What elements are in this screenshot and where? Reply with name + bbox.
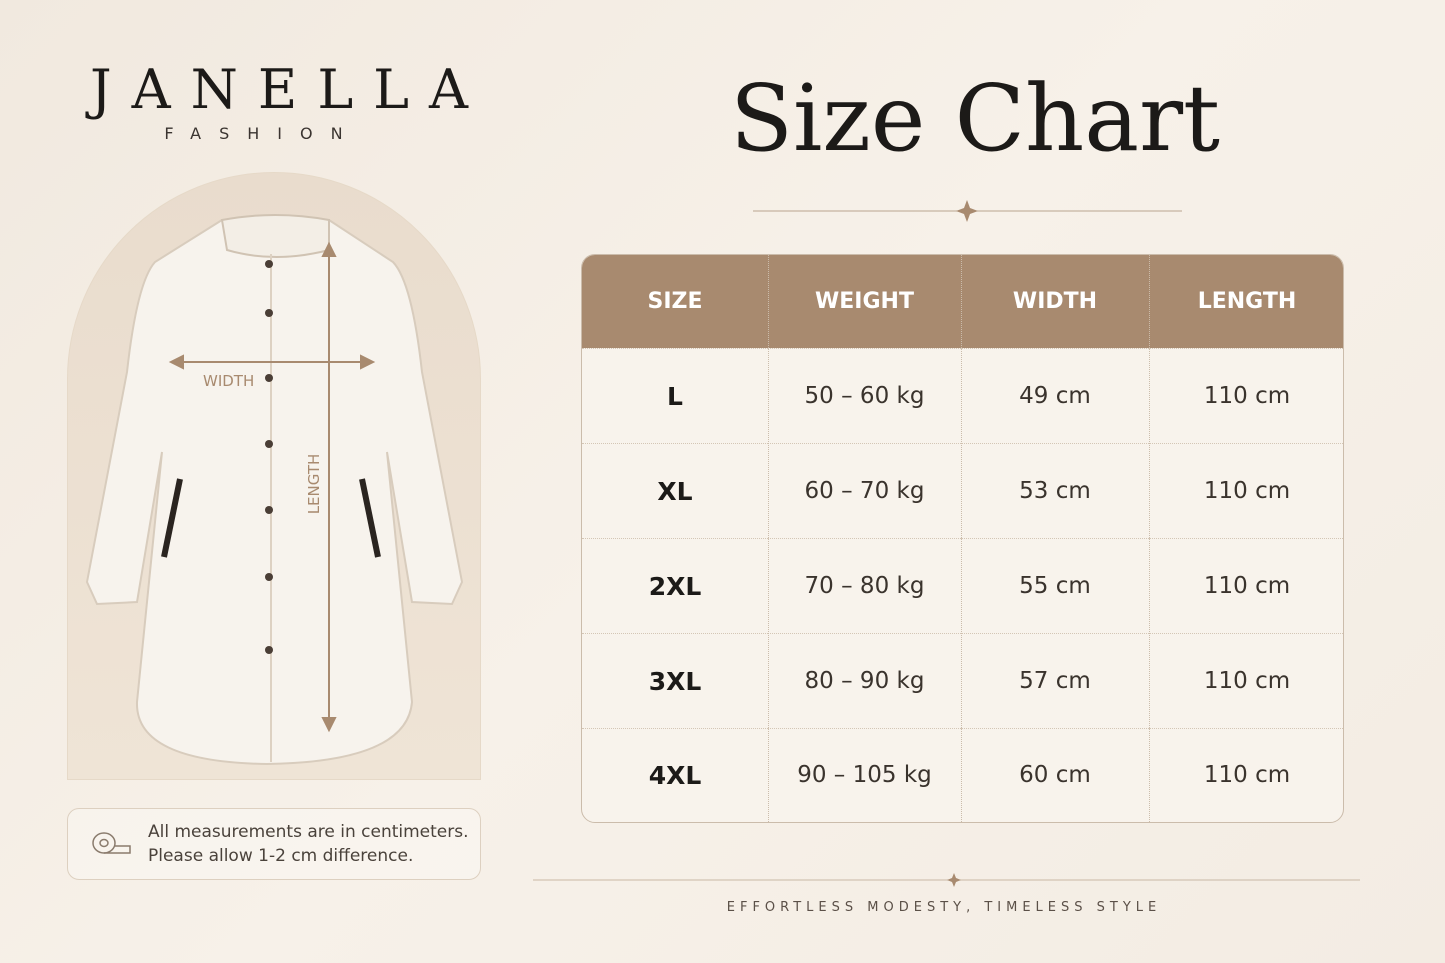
value-cell: 110 cm — [1149, 348, 1343, 443]
value-cell: 60 – 70 kg — [768, 443, 961, 538]
note-line: All measurements are in centimeters. — [148, 822, 469, 842]
size-cell: XL — [582, 443, 768, 538]
value-cell: 70 – 80 kg — [768, 538, 961, 633]
value-cell: 90 – 105 kg — [768, 728, 961, 821]
header-cell: SIZE — [582, 255, 768, 348]
value-cell: 110 cm — [1149, 633, 1343, 728]
width-label: WIDTH — [203, 372, 254, 390]
note-line: Please allow 1-2 cm difference. — [148, 846, 414, 866]
length-label: LENGTH — [305, 454, 323, 515]
value-cell: 110 cm — [1149, 443, 1343, 538]
value-cell: 53 cm — [961, 443, 1149, 538]
value-cell: 110 cm — [1149, 538, 1343, 633]
value-cell: 57 cm — [961, 633, 1149, 728]
value-cell: 55 cm — [961, 538, 1149, 633]
size-cell: 3XL — [582, 633, 768, 728]
value-cell: 60 cm — [961, 728, 1149, 821]
column-divider — [1149, 255, 1150, 822]
tagline: EFFORTLESS MODESTY, TIMELESS STYLE — [726, 900, 1162, 915]
brand-name: JANELLA — [90, 58, 489, 121]
size-cell: L — [582, 348, 768, 443]
header-cell: WIDTH — [961, 255, 1149, 348]
header-cell: LENGTH — [1149, 255, 1343, 348]
title: Size Chart — [729, 65, 1221, 172]
value-cell: 50 – 60 kg — [768, 348, 961, 443]
value-cell: 80 – 90 kg — [768, 633, 961, 728]
size-cell: 2XL — [582, 538, 768, 633]
brand-subtitle: FASHION — [164, 124, 361, 143]
note-box: All measurements are in centimeters. Ple… — [67, 808, 481, 880]
column-divider — [961, 255, 962, 822]
tape-icon — [92, 832, 131, 854]
size-cell: 4XL — [582, 728, 768, 821]
value-cell: 49 cm — [961, 348, 1149, 443]
column-divider — [768, 255, 769, 822]
value-cell: 110 cm — [1149, 728, 1343, 821]
size-table: SIZE WEIGHT WIDTH LENGTH L 50 – 60 kg 49 cm 110… — [581, 254, 1344, 823]
shirt-illustration: WIDTH LENGTH — [85, 214, 464, 766]
header-cell: WEIGHT — [768, 255, 961, 348]
